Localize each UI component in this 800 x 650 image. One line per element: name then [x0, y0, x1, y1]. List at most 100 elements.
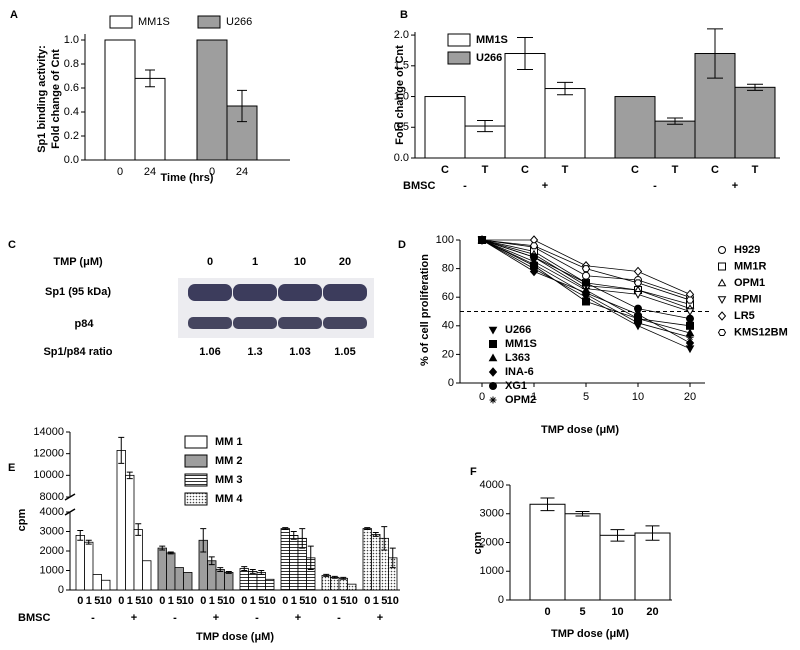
- bar: [166, 552, 176, 591]
- bar: [133, 529, 143, 591]
- bar: [734, 86, 776, 159]
- bar: [529, 503, 566, 601]
- bmsc-sign: -: [653, 180, 657, 192]
- bar: [134, 77, 166, 161]
- y-tick-label: 8000: [40, 491, 64, 503]
- y-tick-label: 0.2: [64, 130, 79, 142]
- dose-label: 10: [182, 595, 194, 607]
- blot-band: [278, 284, 322, 301]
- bar: [256, 572, 266, 591]
- legend-label: MM1R: [734, 260, 766, 272]
- dose-label: 5: [135, 595, 141, 607]
- data-point: [633, 291, 643, 299]
- legend-label: XG1: [505, 380, 527, 392]
- y-tick-label: 1.5: [394, 60, 409, 72]
- bmsc-sign: -: [255, 612, 259, 624]
- data-point: [634, 319, 642, 327]
- error-bar: [118, 436, 125, 464]
- x-tick-label: 5: [579, 606, 585, 618]
- error-bar: [372, 531, 379, 537]
- blot-band: [278, 317, 322, 329]
- legend-swatch: [184, 435, 208, 449]
- bar: [125, 474, 135, 591]
- legend-label: LR5: [734, 310, 755, 322]
- legend-marker: [717, 296, 727, 305]
- error-bar: [667, 117, 683, 125]
- error-bar: [364, 527, 371, 531]
- bar: [92, 574, 102, 591]
- dose-label: 0: [77, 595, 83, 607]
- x-tick-label: C: [711, 164, 719, 176]
- y-tick-label: 0: [498, 594, 504, 606]
- bar: [224, 572, 234, 591]
- bmsc-label: BMSC: [18, 612, 50, 624]
- legend-marker: [717, 311, 727, 321]
- legend-label: U266: [476, 52, 502, 64]
- panel-letter: D: [398, 239, 406, 251]
- error-bar: [159, 545, 166, 551]
- x-tick-label: T: [672, 164, 679, 176]
- data-point: [686, 314, 694, 323]
- x-axis-label: TMP dose (μM): [196, 631, 274, 643]
- legend-swatch: [184, 454, 208, 468]
- error-bar: [258, 570, 265, 575]
- dose-label: 0: [364, 595, 370, 607]
- ratio-value: 1.3: [247, 346, 262, 358]
- legend-label: OPM1: [734, 277, 765, 289]
- y-tick-label: 1000: [40, 564, 64, 576]
- error-bar: [610, 529, 625, 542]
- x-tick-label: T: [482, 164, 489, 176]
- panel-letter: B: [400, 9, 408, 21]
- bar: [265, 578, 275, 591]
- y-axis-label: Fold change of Cnt: [50, 49, 62, 149]
- x-tick-label: T: [562, 164, 569, 176]
- y-tick-label: 1.0: [394, 90, 409, 102]
- legend-label: MM 3: [215, 474, 243, 486]
- data-point: [529, 266, 539, 277]
- legend-label: KMS12BM: [734, 326, 788, 338]
- error-bar: [540, 497, 555, 512]
- bar: [116, 450, 126, 591]
- x-tick-label: 24: [144, 166, 156, 178]
- y-tick-label: 3000: [480, 508, 504, 520]
- legend-marker: [488, 353, 498, 362]
- data-point: [633, 266, 643, 277]
- dose-label: 0: [323, 595, 329, 607]
- dose-label: 0: [118, 595, 124, 607]
- dose-label: 10: [387, 595, 399, 607]
- error-bar: [517, 37, 533, 70]
- bar: [84, 541, 94, 591]
- error-bar: [323, 573, 330, 577]
- dose-label: 0: [200, 595, 206, 607]
- error-bar: [477, 120, 493, 133]
- legend-label: MM1S: [476, 34, 508, 46]
- legend-marker: [489, 340, 497, 348]
- error-bar: [290, 531, 297, 540]
- x-tick-label: 0: [544, 606, 550, 618]
- y-tick-label: 4000: [480, 479, 504, 491]
- legend-swatch: [447, 33, 471, 47]
- dose-label: 0: [282, 595, 288, 607]
- error-bar: [282, 527, 289, 531]
- y-tick-label: 0: [448, 377, 454, 389]
- y-tick-label: 0.5: [394, 121, 409, 133]
- data-point: [529, 242, 539, 250]
- y-axis-label: Sp1 binding activity:: [36, 45, 48, 153]
- legend-label: MM1S: [505, 338, 537, 350]
- lane-label: 10: [294, 256, 306, 268]
- dose-label: 10: [100, 595, 112, 607]
- y-tick-label: 12000: [33, 448, 64, 460]
- x-tick-label: C: [521, 164, 529, 176]
- bar: [101, 579, 111, 591]
- bmsc-sign: -: [173, 612, 177, 624]
- error-bar: [331, 575, 338, 579]
- lane-label: 20: [339, 256, 351, 268]
- bar: [599, 534, 636, 601]
- data-point: [581, 265, 591, 273]
- bmsc-sign: -: [463, 180, 467, 192]
- y-axis-label: cpm: [16, 508, 28, 531]
- dose-label: 10: [346, 595, 358, 607]
- bmsc-sign: -: [337, 612, 341, 624]
- legend-label: MM 4: [215, 493, 243, 505]
- legend-swatch: [447, 51, 471, 65]
